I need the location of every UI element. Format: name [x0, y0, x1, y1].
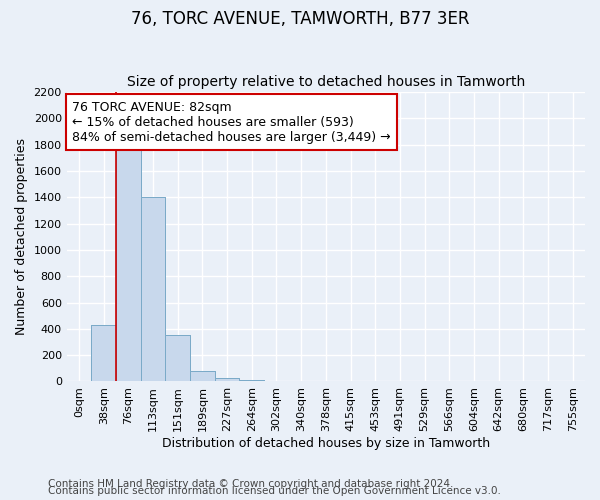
Title: Size of property relative to detached houses in Tamworth: Size of property relative to detached ho…: [127, 76, 525, 90]
Bar: [215, 378, 239, 382]
Bar: [239, 380, 264, 382]
Bar: [166, 336, 190, 382]
Bar: [190, 371, 215, 382]
Bar: [116, 144, 141, 382]
X-axis label: Distribution of detached houses by size in Tamworth: Distribution of detached houses by size …: [162, 437, 490, 450]
Bar: [91, 325, 116, 382]
Text: 76 TORC AVENUE: 82sqm
← 15% of detached houses are smaller (593)
84% of semi-det: 76 TORC AVENUE: 82sqm ← 15% of detached …: [72, 100, 391, 144]
Bar: [141, 198, 166, 382]
Bar: [239, 380, 264, 382]
Bar: [166, 336, 190, 382]
Y-axis label: Number of detached properties: Number of detached properties: [15, 138, 28, 336]
Bar: [215, 378, 239, 382]
Bar: [91, 325, 116, 382]
Bar: [116, 144, 141, 382]
Bar: [190, 371, 215, 382]
Text: Contains HM Land Registry data © Crown copyright and database right 2024.: Contains HM Land Registry data © Crown c…: [48, 479, 454, 489]
Text: 76, TORC AVENUE, TAMWORTH, B77 3ER: 76, TORC AVENUE, TAMWORTH, B77 3ER: [131, 10, 469, 28]
Text: Contains public sector information licensed under the Open Government Licence v3: Contains public sector information licen…: [48, 486, 501, 496]
Bar: [141, 198, 166, 382]
